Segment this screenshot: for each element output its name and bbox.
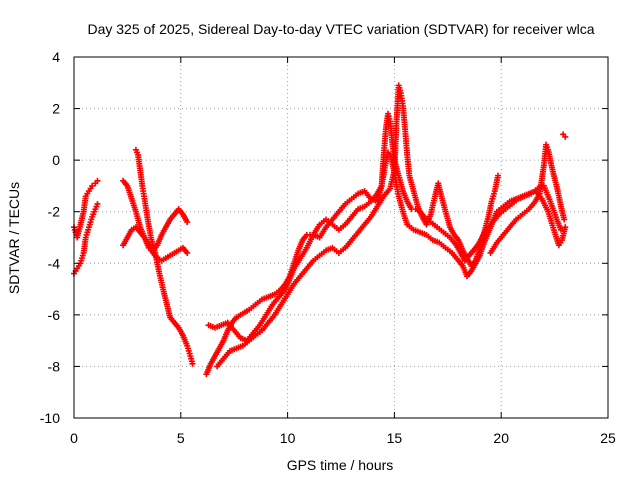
y-tick-label: 2 [52,101,60,117]
data-point [94,200,101,207]
series-trace-10 [560,131,569,140]
y-tick-label: -6 [48,307,61,323]
data-point [561,216,568,223]
series-trace-5 [132,146,196,367]
x-tick-label: 0 [70,430,78,446]
data-layer [71,82,569,378]
data-point [184,219,191,226]
data-point [189,360,196,367]
series-trace-9 [487,141,568,256]
x-tick-label: 10 [280,430,296,446]
y-axis-label: SDTVAR / TECUs [6,182,22,294]
data-point [558,226,565,233]
y-tick-label: 4 [52,49,60,65]
y-tick-label: -2 [48,204,61,220]
data-point [94,177,101,184]
data-point [562,224,569,231]
data-point [562,133,569,140]
x-tick-label: 15 [387,430,403,446]
data-point [494,172,501,179]
axis-ticks: 0 5 10 15 20 25 -10 -8 -6 -4 -2 0 2 4 [40,49,616,446]
plot-frame [73,56,609,419]
y-tick-label: -10 [40,410,60,426]
data-point [184,249,191,256]
y-tick-label: 0 [52,152,60,168]
x-tick-label: 20 [493,430,509,446]
series-trace-8 [214,82,501,370]
y-tick-label: -8 [48,358,61,374]
x-tick-label: 25 [600,430,616,446]
y-tick-label: -4 [48,255,61,271]
data-point [89,182,96,189]
x-tick-label: 5 [177,430,185,446]
chart-title: Day 325 of 2025, Sidereal Day-to-day VTE… [87,21,594,37]
series-trace-2 [71,200,101,277]
x-axis-label: GPS time / hours [287,457,394,473]
